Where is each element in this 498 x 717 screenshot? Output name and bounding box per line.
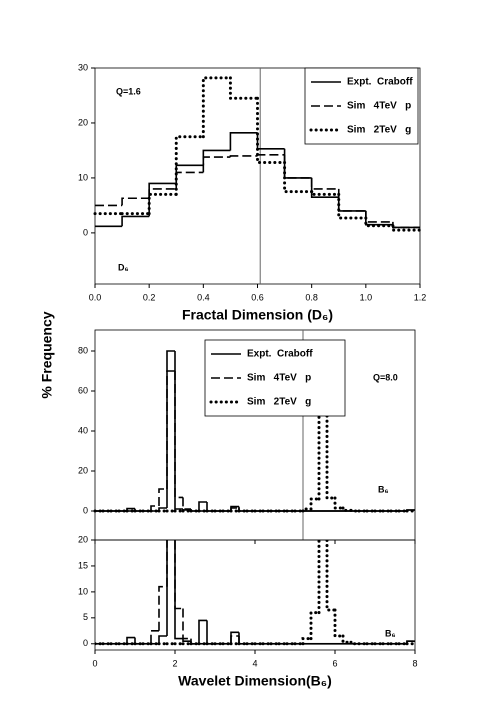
histogram-step <box>325 363 337 500</box>
histogram-step <box>158 488 167 506</box>
histogram-step <box>198 501 207 511</box>
x-tick-label: 0.4 <box>197 292 210 302</box>
histogram-step <box>391 224 422 232</box>
histogram-step <box>174 540 183 610</box>
legend-box <box>304 67 419 145</box>
annotation: Q=8.0 <box>373 372 398 382</box>
x-tick-label: 0.8 <box>305 292 318 302</box>
histogram-step <box>333 496 345 510</box>
y-tick-label: 0 <box>83 638 88 648</box>
legend-label: Expt. Craboff <box>347 77 413 88</box>
x-tick-label: 0.0 <box>89 292 102 302</box>
histogram-step <box>202 156 231 173</box>
histogram-step <box>392 221 420 229</box>
legend-label: Sim 4TeV p <box>347 101 411 112</box>
x-tick-label: 8 <box>412 658 417 668</box>
histogram-step <box>182 608 191 640</box>
histogram-step <box>364 216 395 228</box>
histogram-step <box>310 190 341 196</box>
y-tick-label: 20 <box>78 465 88 475</box>
y-tick-label: 0 <box>83 505 88 515</box>
histogram-step <box>158 585 167 631</box>
y-tick-label: 20 <box>78 534 88 544</box>
histogram-step <box>229 132 258 151</box>
x-tick-label: 2 <box>172 658 177 668</box>
legend-label: Sim 2TeV g <box>247 397 311 408</box>
histogram-step <box>174 135 205 196</box>
y-tick-label: 10 <box>78 172 88 182</box>
histogram-step <box>150 630 159 644</box>
x-tick-label: 0.6 <box>251 292 264 302</box>
histogram-step <box>310 177 339 190</box>
y-axis-label: % Frequency <box>39 311 55 398</box>
histogram-step <box>121 215 150 227</box>
annotation: B₆ <box>378 484 389 494</box>
histogram-step <box>309 497 321 511</box>
y-tick-label: 5 <box>83 612 88 622</box>
legend-label: Expt. Craboff <box>247 349 313 360</box>
y-tick-label: 30 <box>78 62 88 72</box>
y-tick-label: 60 <box>78 385 88 395</box>
y-tick-label: 0 <box>83 227 88 237</box>
zoom-group <box>95 540 415 646</box>
x-axis-label: Fractal Dimension (D₆) <box>182 307 333 323</box>
histogram-step <box>174 371 183 499</box>
annotation: B₆ <box>385 628 396 638</box>
y-tick-label: 20 <box>78 117 88 127</box>
x-tick-label: 1.0 <box>360 292 373 302</box>
histogram-step <box>341 634 353 644</box>
histogram-step <box>147 192 178 216</box>
x-tick-label: 0.2 <box>143 292 156 302</box>
histogram-step <box>148 182 177 217</box>
histogram-step <box>349 508 361 513</box>
y-tick-label: 40 <box>78 425 88 435</box>
y-tick-label: 10 <box>78 586 88 596</box>
annotation: Q=1.6 <box>116 86 141 96</box>
histogram-step <box>349 640 361 646</box>
x-tick-label: 1.2 <box>414 292 427 302</box>
histogram-step <box>198 619 207 644</box>
histogram-step <box>158 635 167 644</box>
histogram-step <box>256 96 287 165</box>
histogram-step <box>228 76 259 100</box>
histogram-step <box>283 161 314 194</box>
legend-label: Sim 4TeV p <box>247 373 311 384</box>
histogram-step <box>166 370 175 489</box>
x-tick-label: 6 <box>332 658 337 668</box>
histogram-step <box>201 76 232 139</box>
histogram-step <box>337 192 368 220</box>
histogram-step <box>341 506 353 512</box>
histogram-step <box>365 210 393 223</box>
annotation: D₆ <box>118 262 129 272</box>
histogram-step <box>333 608 345 638</box>
legend-label: Sim 2TeV g <box>347 125 411 136</box>
histogram-step <box>174 540 183 640</box>
histogram-step <box>150 505 159 511</box>
histogram-step <box>121 197 150 206</box>
x-axis-label: Wavelet Dimension(B₆) <box>178 673 332 689</box>
x-tick-label: 0 <box>92 658 97 668</box>
x-tick-label: 4 <box>252 658 257 668</box>
histogram-step <box>182 497 191 510</box>
histogram-step <box>309 611 321 641</box>
histogram-step <box>301 507 313 513</box>
histogram-step <box>229 155 258 158</box>
histogram-step <box>230 635 239 644</box>
histogram-step <box>301 637 313 646</box>
y-tick-label: 80 <box>78 345 88 355</box>
histogram-step <box>182 638 191 642</box>
histogram-step <box>126 636 135 644</box>
y-tick-label: 15 <box>78 560 88 570</box>
histogram-step <box>202 149 231 166</box>
